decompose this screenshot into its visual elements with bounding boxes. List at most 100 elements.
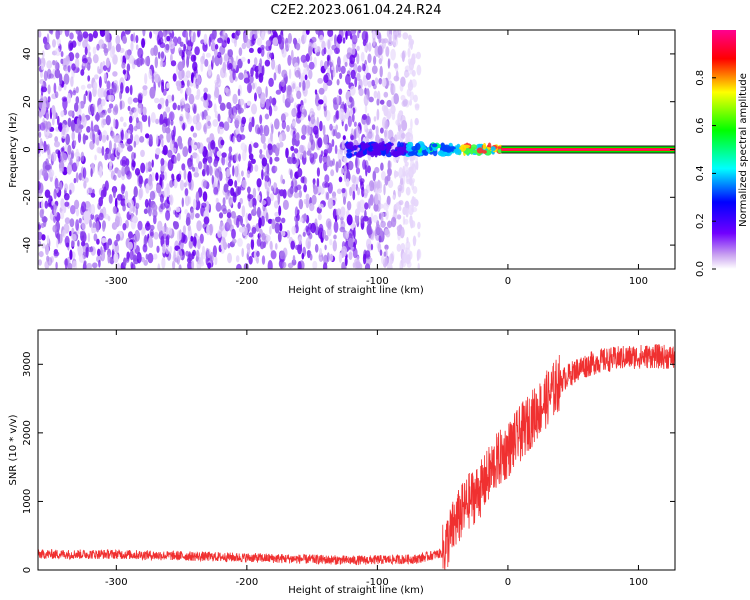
spectrogram-noise-blob bbox=[268, 105, 273, 117]
spectrogram-noise-blob bbox=[380, 127, 384, 134]
spectrogram-noise-blob bbox=[251, 116, 255, 128]
spectrogram-noise-blob bbox=[387, 71, 392, 81]
spectrogram-noise-blob bbox=[55, 91, 59, 99]
spectrogram-noise-blob bbox=[174, 257, 179, 263]
spectrogram-noise-blob bbox=[257, 47, 262, 54]
spectrogram-noise-blob bbox=[149, 31, 153, 39]
spectrogram-noise-blob bbox=[196, 142, 201, 149]
spectrogram-noise-blob bbox=[117, 169, 122, 178]
spectrogram-noise-blob bbox=[304, 177, 308, 185]
spectrogram-noise-blob bbox=[123, 257, 127, 267]
spectrogram-noise-blob bbox=[250, 238, 255, 250]
spectrogram-noise-blob bbox=[106, 134, 109, 141]
spectrogram-noise-blob bbox=[77, 246, 81, 253]
spectrogram-noise-blob bbox=[265, 212, 269, 222]
spectrogram-noise-blob bbox=[47, 257, 53, 266]
spectrogram-noise-blob bbox=[38, 190, 42, 197]
spectrogram-noise-blob bbox=[71, 63, 76, 71]
spectrogram-noise-blob bbox=[327, 30, 334, 37]
spectrogram-noise-blob bbox=[376, 98, 380, 106]
spectrogram-noise-blob bbox=[199, 233, 204, 244]
spectrogram-noise-blob bbox=[71, 162, 78, 172]
spectrogram-noise-blob bbox=[345, 30, 348, 40]
spectrogram-noise-blob bbox=[367, 53, 372, 64]
colorbar-tick-label: 0.0 bbox=[695, 261, 706, 277]
spectrogram-noise-blob bbox=[154, 97, 160, 104]
spectrogram-noise-blob bbox=[269, 156, 273, 165]
spectrogram-noise-blob bbox=[297, 243, 303, 255]
spectrogram-noise-blob bbox=[338, 108, 345, 121]
spectrogram-y-tick-label: 20 bbox=[22, 95, 33, 108]
spectrogram-noise-blob bbox=[205, 52, 211, 58]
spectrogram-noise-blob bbox=[327, 198, 334, 210]
spectrogram-noise-blob bbox=[77, 239, 80, 248]
spectrogram-noise-blob bbox=[182, 225, 186, 235]
spectrogram-noise-blob bbox=[282, 199, 289, 210]
spectrogram-noise-blob bbox=[96, 146, 102, 154]
spectrogram-noise-blob bbox=[173, 178, 178, 189]
spectrogram-noise-blob bbox=[203, 162, 208, 172]
spectrogram-noise-blob bbox=[54, 136, 59, 143]
spectrogram-noise-blob bbox=[44, 189, 51, 198]
spectrogram-noise-blob bbox=[413, 199, 419, 207]
spectrogram-noise-blob bbox=[336, 94, 340, 105]
spectrogram-noise-blob bbox=[159, 97, 165, 105]
spectrogram-noise-blob bbox=[393, 84, 396, 95]
spectrogram-noise-blob bbox=[168, 194, 174, 206]
spectrogram-noise-blob bbox=[254, 33, 258, 40]
spectrogram-noise-blob bbox=[404, 71, 410, 77]
spectrogram-noise-blob bbox=[120, 143, 125, 149]
spectrogram-noise-blob bbox=[179, 179, 185, 191]
spectrogram-noise-blob bbox=[64, 257, 68, 269]
spectrogram-noise-blob bbox=[177, 61, 184, 72]
spectrogram-noise-blob bbox=[141, 38, 146, 49]
spectrogram-noise-blob bbox=[192, 115, 199, 125]
spectrogram-noise-blob bbox=[278, 134, 283, 143]
spectrogram-noise-blob bbox=[100, 249, 106, 262]
spectrogram-noise-blob bbox=[377, 45, 383, 56]
spectrogram-noise-blob bbox=[280, 30, 284, 36]
spectrogram-noise-blob bbox=[398, 167, 404, 179]
spectrogram-noise-blob bbox=[363, 94, 369, 106]
spectrogram-noise-blob bbox=[375, 224, 381, 235]
spectrogram-noise-blob bbox=[379, 99, 385, 105]
spectrogram-noise-blob bbox=[217, 113, 221, 122]
spectrogram-noise-blob bbox=[361, 62, 365, 71]
spectrogram-noise-blob bbox=[165, 30, 169, 35]
spectrogram-x-tick-label: 100 bbox=[629, 276, 648, 287]
spectrogram-noise-blob bbox=[216, 51, 222, 59]
spectrogram-noise-blob bbox=[262, 203, 266, 212]
spectrogram-noise-blob bbox=[105, 57, 110, 69]
spectrogram-noise-blob bbox=[284, 42, 290, 50]
spectrogram-noise-blob bbox=[184, 188, 189, 196]
spectrogram-noise-blob bbox=[292, 37, 297, 45]
snr-y-tick-label: 1000 bbox=[22, 489, 33, 514]
spectrogram-noise-blob bbox=[362, 253, 367, 265]
spectrogram-noise-blob bbox=[254, 92, 257, 102]
spectrogram-noise-blob bbox=[84, 46, 88, 56]
spectrogram-noise-blob bbox=[344, 123, 348, 132]
spectrogram-noise-blob bbox=[207, 262, 212, 269]
figure-title: C2E2.2023.061.04.24.R24 bbox=[270, 3, 441, 18]
spectrogram-noise-blob bbox=[212, 30, 217, 40]
spectrogram-noise-blob bbox=[257, 194, 261, 201]
spectrogram-noise-blob bbox=[345, 231, 350, 240]
spectrogram-noise-blob bbox=[173, 155, 177, 164]
spectrogram-noise-blob bbox=[309, 202, 315, 212]
spectrogram-noise-blob bbox=[190, 125, 194, 132]
spectrogram-noise-blob bbox=[340, 65, 346, 74]
spectrogram-noise-blob bbox=[305, 198, 310, 209]
spectrogram-noise-blob bbox=[113, 174, 117, 181]
spectrogram-noise-blob bbox=[45, 244, 49, 256]
spectrogram-noise-blob bbox=[343, 196, 346, 205]
spectrogram-noise-blob bbox=[400, 177, 404, 186]
spectrogram-noise-blob bbox=[214, 44, 219, 50]
spectrogram-noise-blob bbox=[372, 83, 377, 90]
spectrogram-noise-blob bbox=[122, 223, 127, 231]
spectrogram-noise-blob bbox=[300, 134, 306, 140]
spectrogram-noise-blob bbox=[388, 33, 393, 43]
spectrogram-noise-blob bbox=[326, 38, 332, 49]
spectrogram-noise-blob bbox=[187, 171, 192, 183]
spectrogram-noise-blob bbox=[131, 159, 136, 171]
spectrogram-noise-blob bbox=[72, 260, 77, 269]
